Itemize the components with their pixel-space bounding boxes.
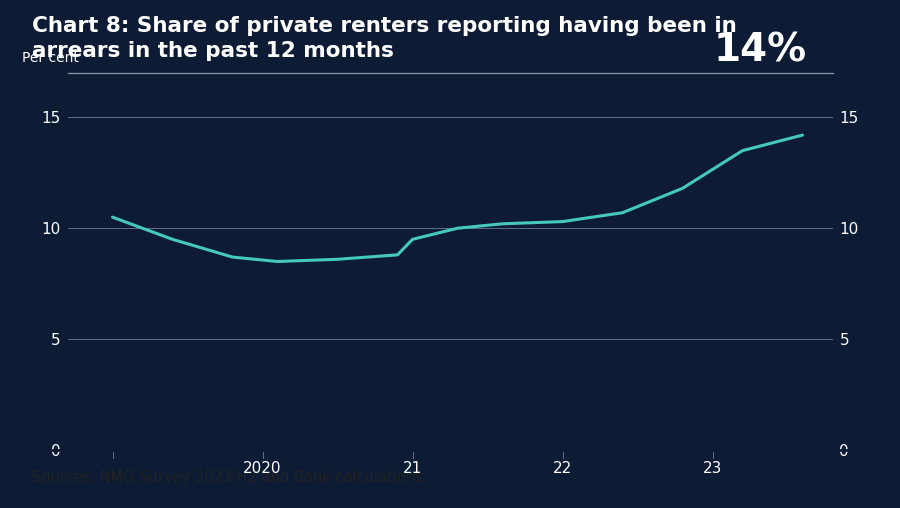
Text: Sources: NMG Survey 2023 H2 and Bank calculations.: Sources: NMG Survey 2023 H2 and Bank cal… (32, 470, 427, 485)
Text: 14%: 14% (714, 31, 807, 69)
Text: Per cent: Per cent (22, 51, 78, 66)
Text: Chart 8: Share of private renters reporting having been in
arrears in the past 1: Chart 8: Share of private renters report… (32, 16, 736, 61)
